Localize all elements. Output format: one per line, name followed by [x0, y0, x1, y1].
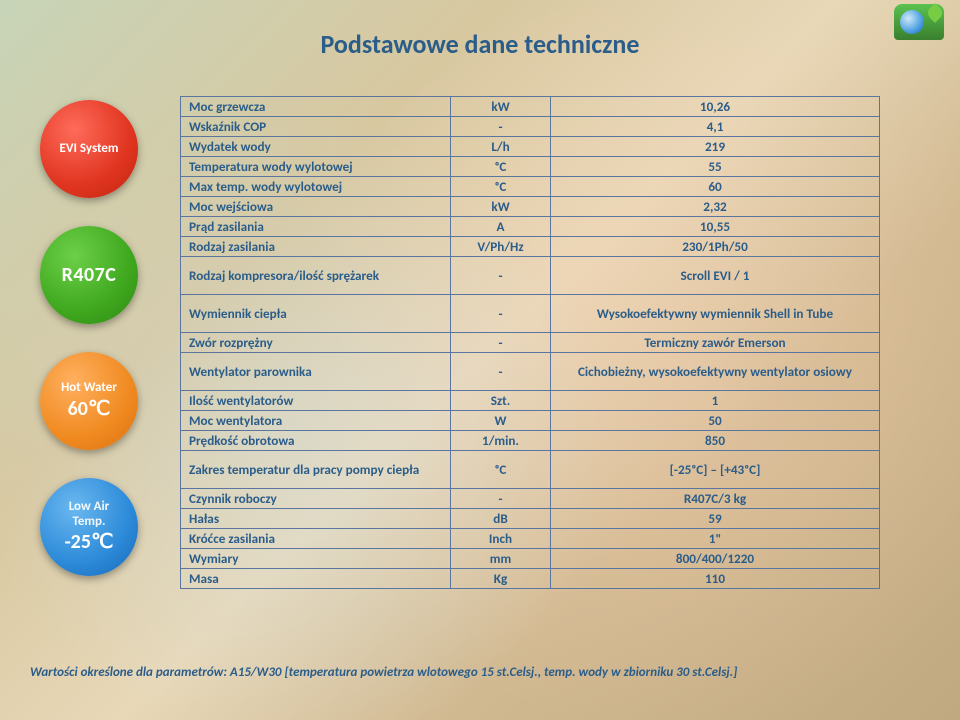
circle-line1: EVI System	[60, 142, 119, 156]
param-name: Króćce zasilania	[181, 529, 451, 549]
table-row: Wymiennik ciepła-Wysokoefektywny wymienn…	[181, 295, 880, 333]
param-value: 10,55	[551, 217, 880, 237]
param-unit: kW	[451, 97, 551, 117]
param-value: Termiczny zawór Emerson	[551, 333, 880, 353]
param-value: 10,26	[551, 97, 880, 117]
param-unit: -	[451, 489, 551, 509]
param-value: R407C/3 kg	[551, 489, 880, 509]
param-unit: V/Ph/Hz	[451, 237, 551, 257]
feature-circles: EVI System R407C Hot Water60℃ Low Air Temp.…	[40, 100, 150, 576]
param-unit: -	[451, 257, 551, 295]
param-value: 59	[551, 509, 880, 529]
spec-table-wrap: Moc grzewczakW10,26Wskaźnik COP-4,1Wydat…	[180, 96, 880, 589]
param-unit: W	[451, 411, 551, 431]
param-unit: dB	[451, 509, 551, 529]
param-name: Rodzaj zasilania	[181, 237, 451, 257]
param-name: Zwór rozprężny	[181, 333, 451, 353]
param-value: 110	[551, 569, 880, 589]
feature-circle-2: Hot Water60℃	[40, 352, 138, 450]
param-name: Ilość wentylatorów	[181, 391, 451, 411]
param-unit: 1/min.	[451, 431, 551, 451]
param-value: 55	[551, 157, 880, 177]
param-name: Wymiennik ciepła	[181, 295, 451, 333]
param-unit: -	[451, 295, 551, 333]
param-name: Czynnik roboczy	[181, 489, 451, 509]
param-name: Moc wentylatora	[181, 411, 451, 431]
param-unit: ᵒC	[451, 451, 551, 489]
footnote: Wartości określone dla parametrów: A15/W…	[30, 665, 930, 680]
table-row: MasaKg110	[181, 569, 880, 589]
table-row: Króćce zasilaniaInch1"	[181, 529, 880, 549]
param-unit: mm	[451, 549, 551, 569]
table-row: Rodzaj kompresora/ilość sprężarek-Scroll…	[181, 257, 880, 295]
param-name: Masa	[181, 569, 451, 589]
param-name: Hałas	[181, 509, 451, 529]
param-value: 60	[551, 177, 880, 197]
table-row: Czynnik roboczy-R407C/3 kg	[181, 489, 880, 509]
param-name: Zakres temperatur dla pracy pompy ciepła	[181, 451, 451, 489]
param-name: Wymiary	[181, 549, 451, 569]
param-value: 800/400/1220	[551, 549, 880, 569]
table-row: Prędkość obrotowa1/min.850	[181, 431, 880, 451]
param-unit: Szt.	[451, 391, 551, 411]
param-value: 50	[551, 411, 880, 431]
param-unit: -	[451, 333, 551, 353]
param-unit: -	[451, 353, 551, 391]
param-name: Wydatek wody	[181, 137, 451, 157]
param-name: Max temp. wody wylotowej	[181, 177, 451, 197]
circle-line1: R407C	[62, 263, 117, 287]
table-row: Wydatek wodyL/h219	[181, 137, 880, 157]
table-row: HałasdB59	[181, 509, 880, 529]
table-row: Prąd zasilaniaA10,55	[181, 217, 880, 237]
param-value: [-25ᵒC] – [+43ᵒC]	[551, 451, 880, 489]
param-value: Wysokoefektywny wymiennik Shell in Tube	[551, 295, 880, 333]
table-row: Temperatura wody wylotowejᵒC55	[181, 157, 880, 177]
table-row: Wentylator parownika-Cichobieżny, wysoko…	[181, 353, 880, 391]
table-row: Wskaźnik COP-4,1	[181, 117, 880, 137]
circle-line2: -25℃	[65, 529, 114, 554]
feature-circle-1: R407C	[40, 226, 138, 324]
feature-circle-3: Low Air Temp.-25℃	[40, 478, 138, 576]
param-name: Prąd zasilania	[181, 217, 451, 237]
param-value: 1"	[551, 529, 880, 549]
param-value: 1	[551, 391, 880, 411]
param-unit: A	[451, 217, 551, 237]
param-unit: Inch	[451, 529, 551, 549]
param-name: Temperatura wody wylotowej	[181, 157, 451, 177]
param-name: Moc wejściowa	[181, 197, 451, 217]
param-name: Moc grzewcza	[181, 97, 451, 117]
page-title: Podstawowe dane techniczne	[0, 28, 960, 60]
table-row: Max temp. wody wylotowejᵒC60	[181, 177, 880, 197]
param-unit: ᵒC	[451, 177, 551, 197]
param-value: 4,1	[551, 117, 880, 137]
param-name: Prędkość obrotowa	[181, 431, 451, 451]
table-row: Ilość wentylatorówSzt.1	[181, 391, 880, 411]
param-unit: Kg	[451, 569, 551, 589]
table-row: Wymiarymm800/400/1220	[181, 549, 880, 569]
param-unit: kW	[451, 197, 551, 217]
param-unit: ᵒC	[451, 157, 551, 177]
param-value: 850	[551, 431, 880, 451]
table-row: Moc wentylatoraW50	[181, 411, 880, 431]
circle-line2: 60℃	[68, 396, 111, 421]
table-row: Moc grzewczakW10,26	[181, 97, 880, 117]
param-value: Cichobieżny, wysokoefektywny wentylator …	[551, 353, 880, 391]
spec-table: Moc grzewczakW10,26Wskaźnik COP-4,1Wydat…	[180, 96, 880, 589]
param-value: Scroll EVI / 1	[551, 257, 880, 295]
param-name: Rodzaj kompresora/ilość sprężarek	[181, 257, 451, 295]
param-name: Wentylator parownika	[181, 353, 451, 391]
param-value: 2,32	[551, 197, 880, 217]
param-unit: L/h	[451, 137, 551, 157]
table-row: Zwór rozprężny-Termiczny zawór Emerson	[181, 333, 880, 353]
circle-line1: Low Air Temp.	[69, 500, 110, 529]
feature-circle-0: EVI System	[40, 100, 138, 198]
param-value: 219	[551, 137, 880, 157]
table-row: Rodzaj zasilaniaV/Ph/Hz230/1Ph/50	[181, 237, 880, 257]
table-row: Moc wejściowakW2,32	[181, 197, 880, 217]
param-name: Wskaźnik COP	[181, 117, 451, 137]
param-value: 230/1Ph/50	[551, 237, 880, 257]
table-row: Zakres temperatur dla pracy pompy ciepła…	[181, 451, 880, 489]
param-unit: -	[451, 117, 551, 137]
circle-line1: Hot Water	[61, 381, 117, 395]
